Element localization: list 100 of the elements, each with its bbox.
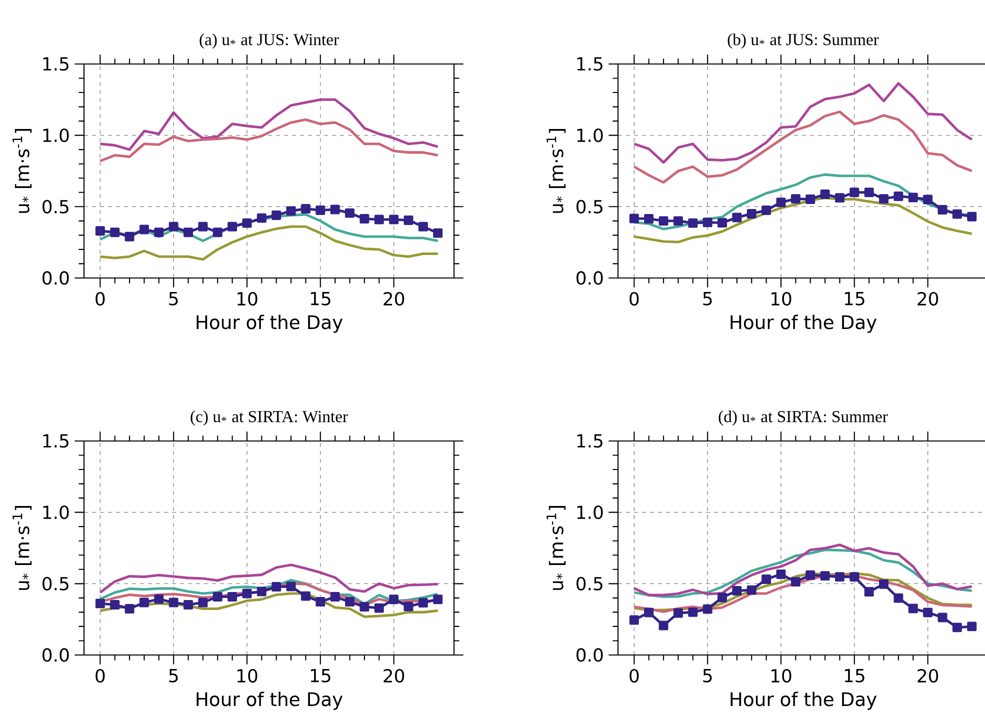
point <box>850 572 860 582</box>
point <box>272 582 282 592</box>
point <box>198 598 208 608</box>
y-tick-label: 0.0 <box>42 271 69 285</box>
point <box>879 194 888 204</box>
point <box>864 188 874 198</box>
point <box>702 218 712 228</box>
point <box>762 574 772 584</box>
y-axis-title: u$_{*}$ [m·s$^{-1}$] <box>12 129 32 213</box>
x-tick-label: 0 <box>630 669 639 683</box>
point <box>330 592 340 602</box>
x-tick-label: 10 <box>772 292 792 306</box>
chart-title: (b) u$_{*}$ at JUS: Summer <box>728 34 879 49</box>
y-tick-label: 0.0 <box>576 648 603 662</box>
point <box>154 228 164 238</box>
point <box>256 213 266 223</box>
y-tick-label: 1.0 <box>43 128 69 142</box>
point <box>139 598 149 608</box>
point <box>330 204 340 214</box>
x-tick-label: 5 <box>169 292 178 306</box>
point <box>790 194 800 204</box>
point <box>198 222 208 232</box>
point <box>746 585 756 595</box>
x-tick-label: 15 <box>310 292 330 306</box>
point <box>762 205 772 215</box>
point <box>345 208 354 218</box>
point <box>168 222 178 232</box>
point <box>629 214 639 224</box>
point <box>879 579 888 589</box>
point <box>242 218 252 228</box>
y-tick-label: 0.5 <box>576 200 602 214</box>
x-tick-label: 0 <box>96 292 105 306</box>
line-series <box>98 564 440 594</box>
point <box>389 214 399 224</box>
y-tick-label: 1.5 <box>43 434 68 448</box>
x-tick-label: 20 <box>918 669 938 683</box>
x-axis-title: Hour of the Day <box>196 314 343 333</box>
point <box>967 212 977 222</box>
point <box>952 622 962 632</box>
y-tick-label: 1.5 <box>577 57 602 71</box>
point <box>718 218 727 228</box>
point <box>908 604 918 614</box>
point <box>806 194 816 204</box>
chart-title: (a) u$_{*}$ at JUS: Winter <box>200 34 339 49</box>
point <box>644 608 654 618</box>
point <box>154 594 164 604</box>
x-tick-label: 15 <box>310 669 330 682</box>
x-axis-title: Hour of the Day <box>730 692 877 710</box>
x-tick-label: 20 <box>384 669 404 683</box>
point <box>433 594 443 604</box>
point <box>644 214 654 224</box>
point <box>242 588 252 598</box>
point <box>820 190 830 199</box>
point <box>923 194 933 204</box>
point <box>404 602 414 612</box>
x-tick-label: 0 <box>96 669 105 683</box>
point <box>894 192 904 201</box>
point <box>776 570 786 579</box>
x-tick-label: 5 <box>703 669 712 682</box>
point <box>688 607 698 617</box>
x-tick-label: 0 <box>630 292 639 306</box>
x-tick-label: 10 <box>772 669 792 683</box>
line-series <box>632 82 974 164</box>
point <box>629 615 639 625</box>
point <box>776 198 786 208</box>
y-tick-label: 0.5 <box>576 576 602 590</box>
x-tick-label: 10 <box>238 292 258 306</box>
y-tick-label: 1.0 <box>577 506 603 520</box>
point <box>316 205 326 215</box>
point <box>110 600 120 610</box>
point <box>673 608 683 618</box>
y-axis-title: u$_{*}$ [m·s$^{-1}$] <box>546 129 566 213</box>
point <box>433 228 443 238</box>
y-tick-label: 0.0 <box>42 648 69 662</box>
point <box>746 209 756 219</box>
point <box>418 222 428 232</box>
x-tick-label: 20 <box>918 292 938 306</box>
point <box>300 591 310 601</box>
point <box>360 214 370 224</box>
point <box>272 210 282 220</box>
point <box>908 192 918 202</box>
y-tick-label: 0.0 <box>576 271 603 285</box>
x-tick-label: 5 <box>703 292 712 306</box>
point <box>300 204 310 214</box>
point <box>418 598 428 608</box>
point <box>732 586 742 596</box>
point <box>374 214 384 224</box>
point <box>212 592 222 602</box>
point <box>806 570 816 580</box>
point <box>702 604 712 614</box>
point <box>718 592 727 602</box>
point <box>360 602 370 612</box>
point <box>790 577 800 587</box>
x-tick-label: 15 <box>844 292 864 306</box>
point <box>256 586 266 596</box>
point <box>124 232 134 242</box>
point <box>834 193 844 203</box>
y-tick-label: 1.0 <box>43 506 69 520</box>
point <box>286 582 296 592</box>
point <box>732 212 742 222</box>
